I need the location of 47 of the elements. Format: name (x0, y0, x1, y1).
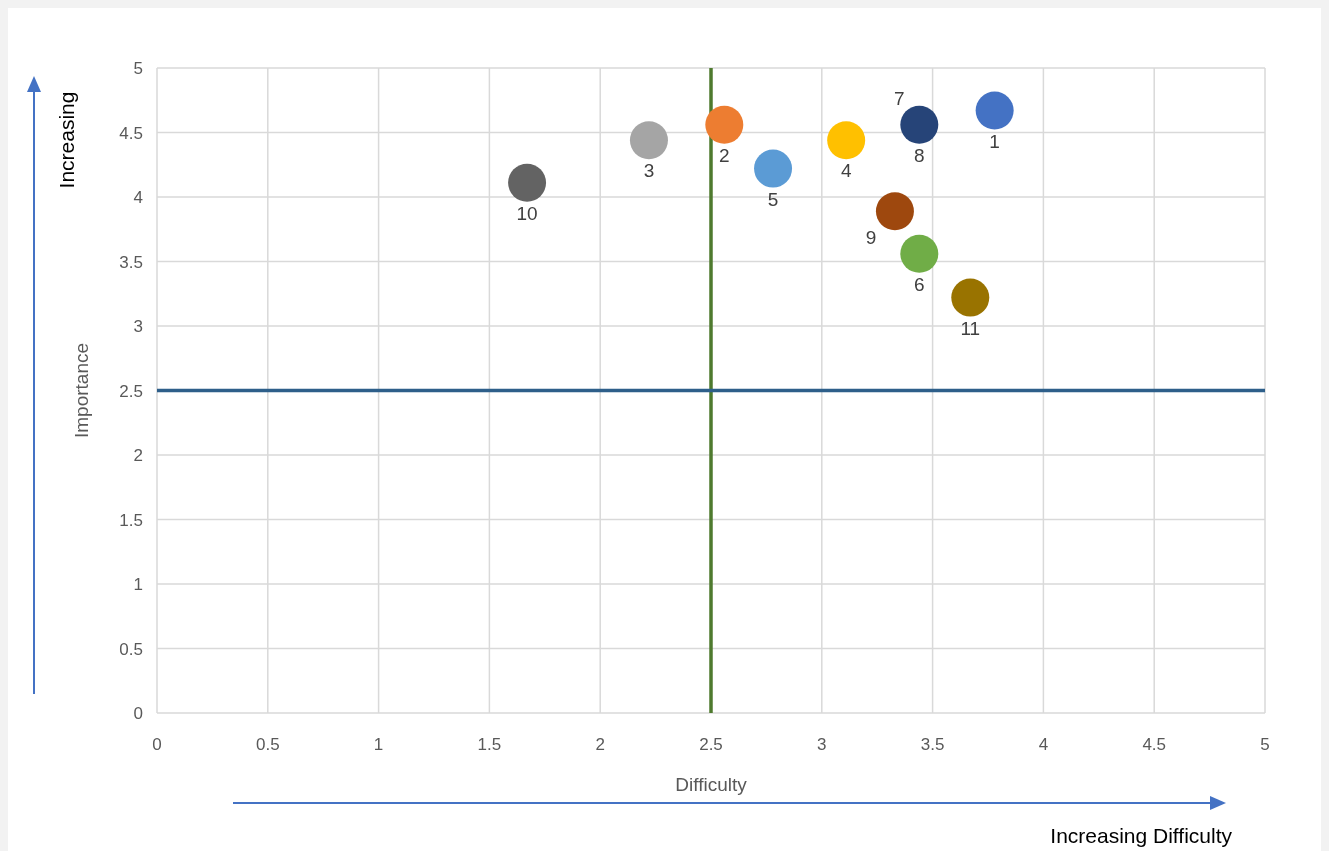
series-label: 9 (865, 227, 877, 249)
y-tick-label: 2.5 (119, 381, 143, 401)
x-tick-label: 4.5 (1142, 735, 1167, 754)
x-tick-label: 5 (1260, 735, 1270, 754)
x-tick-label: 0.5 (255, 735, 280, 754)
point (975, 91, 1014, 130)
y-tick-label: 4 (133, 188, 143, 207)
series-label: 8 (914, 144, 925, 166)
x-axis-title: Difficulty (675, 774, 748, 795)
series-label: 11 (960, 317, 981, 339)
y-tick-label: 5 (133, 59, 143, 78)
y-tick-label: 1 (133, 575, 143, 594)
x-tick-label: 0 (152, 735, 162, 754)
x-tick-label: 4 (1038, 735, 1049, 754)
x-tick-label: 2 (595, 735, 605, 754)
y-tick-label: 0.5 (119, 639, 143, 659)
y-tick-label: 3.5 (119, 252, 143, 272)
y-tick-label: 4.5 (119, 123, 143, 143)
text: Increasing (55, 91, 78, 189)
x-tick-label: 2.5 (699, 735, 723, 754)
series-label: 6 (914, 273, 925, 295)
point (629, 121, 668, 160)
point (508, 163, 547, 202)
y-tick-label: 3 (133, 317, 143, 336)
x-tick-label: 3 (817, 735, 827, 754)
series-label: 4 (840, 160, 852, 182)
x-tick-label: 3.5 (920, 735, 945, 754)
point (951, 278, 990, 317)
text: Increasing Difficulty (1050, 824, 1233, 847)
series-label: 1 (989, 130, 1000, 152)
y-tick-label: 0 (133, 704, 143, 723)
x-tick-label: 1.5 (477, 735, 502, 754)
series-label: 10 (516, 202, 538, 224)
y-tick-label: 2 (133, 446, 143, 465)
series-label: 5 (767, 188, 779, 210)
point (827, 121, 866, 160)
point (705, 105, 744, 144)
series-label: 2 (719, 144, 730, 166)
point (754, 149, 793, 188)
point (875, 192, 914, 231)
y-tick-label: 1.5 (119, 510, 143, 530)
annotation: 7 (894, 87, 905, 109)
point (900, 234, 939, 273)
point (900, 105, 939, 144)
x-tick-label: 1 (373, 735, 384, 754)
y-axis-title: Importance (71, 342, 92, 439)
series-label: 3 (643, 160, 655, 182)
